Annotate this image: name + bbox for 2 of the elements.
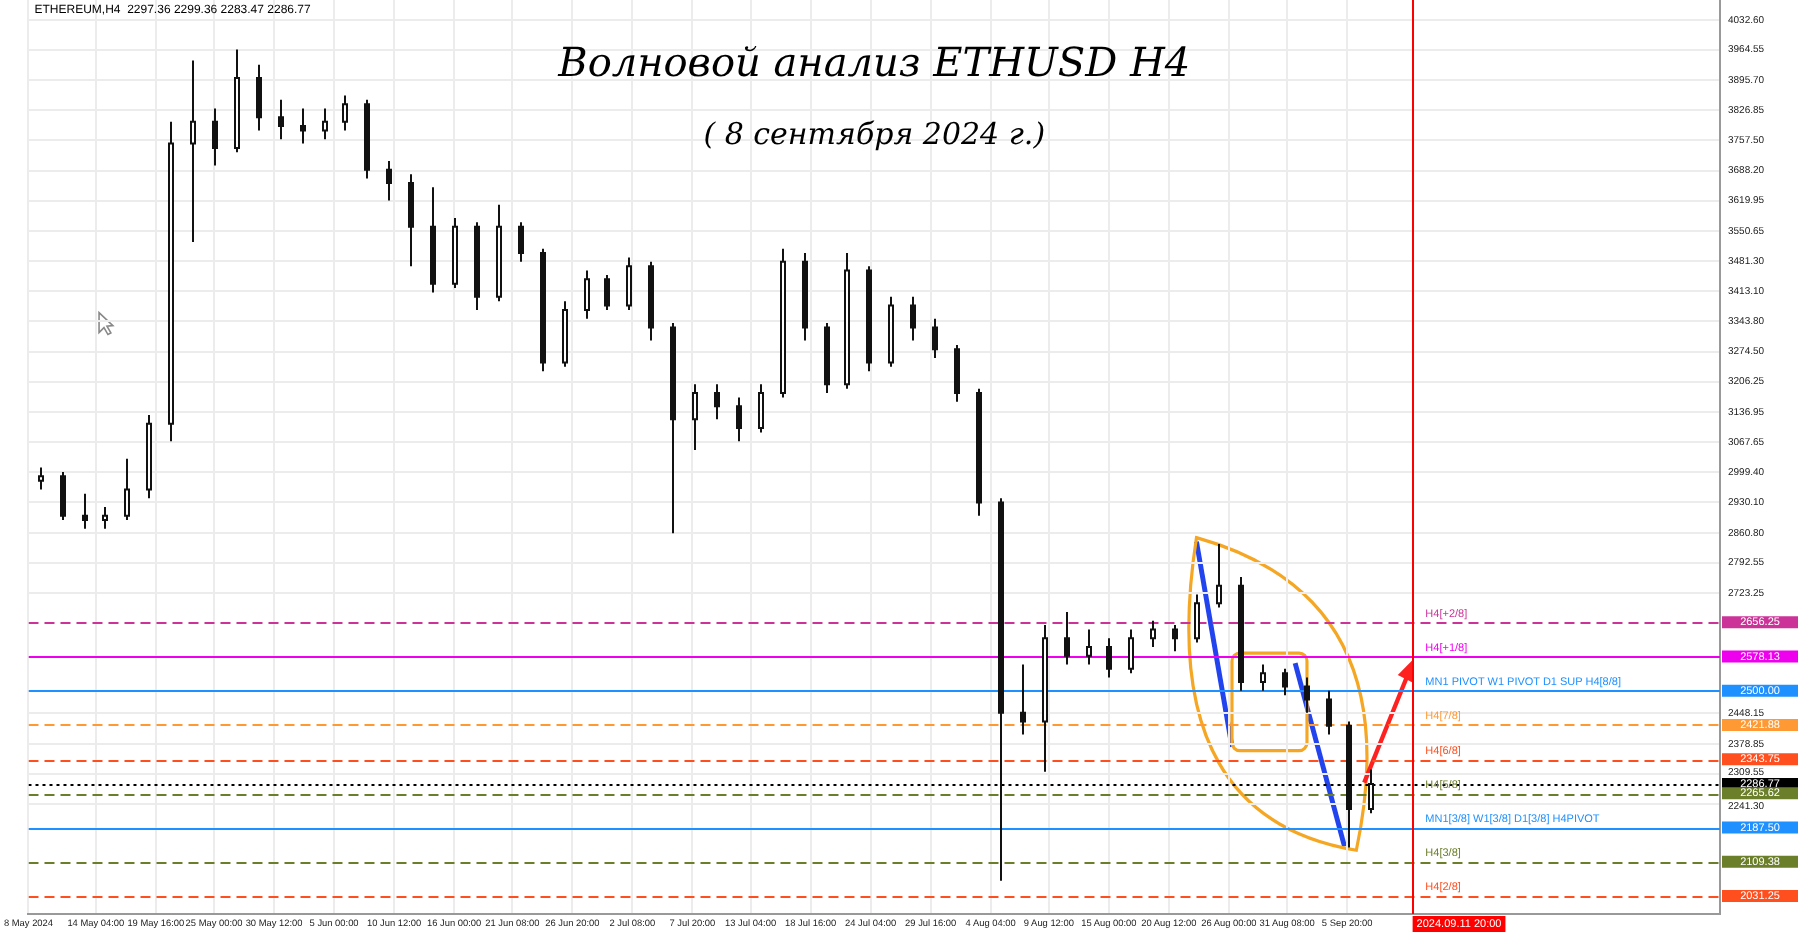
- text: Волновой анализ ETHUSD H4: [556, 38, 1191, 86]
- text: ( 8 сентября 2024 г.): [703, 116, 1046, 152]
